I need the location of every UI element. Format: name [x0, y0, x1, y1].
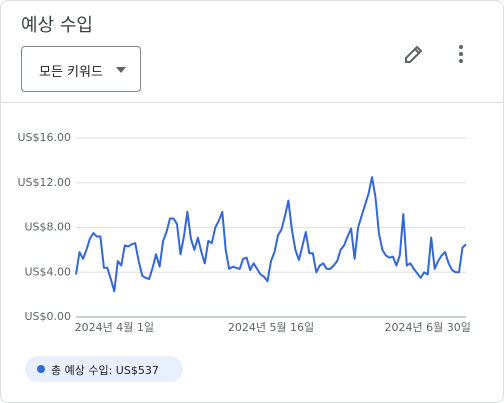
- x-tick-label: 2024년 6월 30일: [385, 320, 471, 334]
- legend-chip[interactable]: 총 예상 수입: US$537: [25, 356, 183, 382]
- legend-dot: [37, 365, 45, 373]
- y-tick-label: US$4.00: [24, 265, 71, 278]
- line-series: [75, 176, 467, 293]
- card-title: 예상 수입: [21, 15, 93, 36]
- divider: [1, 102, 503, 103]
- edit-icon[interactable]: [403, 43, 425, 65]
- y-tick-label: US$0.00: [24, 310, 71, 323]
- chart: US$0.00 US$4.00 US$8.00 US$12.00 US$16.00 202…: [17, 131, 471, 334]
- x-tick-label: 2024년 4월 1일: [75, 320, 154, 334]
- y-tick-label: US$12.00: [17, 176, 71, 189]
- dropdown-arrow: [116, 67, 126, 73]
- x-tick-label: 2024년 5월 16일: [228, 320, 314, 334]
- legend-label: 총 예상 수입: US$537: [51, 364, 159, 377]
- dropdown-label: 모든 키워드: [39, 65, 103, 80]
- more-icon[interactable]: [455, 43, 467, 65]
- keyword-dropdown[interactable]: 모든 키워드: [21, 46, 141, 92]
- y-tick-label: US$8.00: [24, 221, 71, 234]
- y-tick-label: US$16.00: [17, 131, 71, 144]
